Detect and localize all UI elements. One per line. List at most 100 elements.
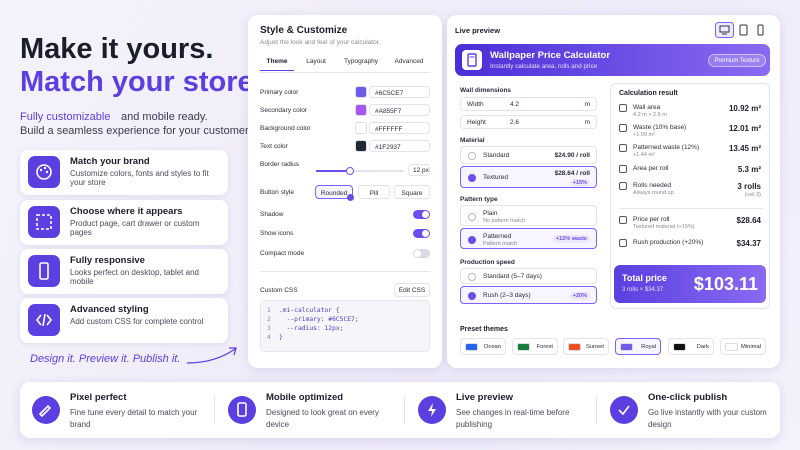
feature-icon [28,156,60,188]
color-field[interactable]: #1F2937 [369,140,430,152]
toggle[interactable] [413,249,430,258]
divider [404,396,405,424]
slider-fill [316,170,350,172]
result-sublabel: Textured material (+15%) [633,224,695,230]
preset-theme[interactable]: Ocean [460,338,506,355]
option-label: Plain [483,210,498,217]
row-icon [619,144,627,152]
css-label: Custom CSS [260,287,298,294]
dimension-field[interactable]: Width 4.2 m [460,97,597,111]
color-label: Secondary color [260,107,307,114]
preset-theme[interactable]: Forest [512,338,558,355]
field-label: Height [467,119,486,126]
benefit-title: One-click publish [648,392,728,403]
slider-knob[interactable] [346,167,354,175]
result-value: 13.45 m² [728,144,761,153]
option[interactable]: Rush (2–3 days) +20% [460,286,597,304]
result-title: Calculation result [619,90,678,97]
row-icon [619,216,627,224]
button-style-option[interactable]: Pill [358,185,390,199]
color-field[interactable]: #A855F7 [369,104,430,116]
benefit-text: Designed to look great on every device [266,408,379,429]
color-swatch[interactable] [355,86,367,98]
preset-theme[interactable]: Dark [668,338,714,355]
preset-swatch [465,343,478,351]
presets-label: Preset themes [460,326,508,333]
color-field[interactable]: #FFFFFF [369,122,430,134]
calculator-header: Wallpaper Price Calculator Instantly cal… [455,44,770,76]
code-box: 1 .mi-calculator {2 --primary: #6C5CE7; 3 … [260,300,430,352]
result-value: 12.01 m² [728,124,761,133]
option[interactable]: Plain No pattern match [460,205,597,226]
icon [35,313,53,327]
button-style-option[interactable]: Square [394,185,430,199]
tab[interactable]: Advanced [394,58,424,65]
preset-name: Royal [641,344,656,350]
result-value: $28.64 [736,216,761,225]
color-field[interactable]: #6C5CE7 [369,86,430,98]
option[interactable]: Standard (5–7 days) [460,268,597,284]
preset-swatch [673,343,686,351]
device-switcher[interactable] [715,22,771,38]
tab[interactable]: Typography [344,58,378,65]
tab[interactable]: Theme [260,58,294,72]
result-sublabel: +1.09 m² [633,132,655,138]
option-sublabel: Pattern match [483,241,518,247]
preset-theme[interactable]: Royal [615,338,661,355]
color-swatch[interactable] [355,122,367,134]
dimension-field[interactable]: Height 2.6 m [460,115,597,129]
feature-text: Add custom CSS for complete control [70,317,204,326]
code-line: --radius: 12px; [279,325,344,332]
line-number: 1 [267,307,271,314]
hero-subtitle: and mobile ready. [121,111,208,123]
preset-theme[interactable]: Minimal [720,338,766,355]
section-label: Material [460,137,485,144]
button-style-option[interactable]: Rounded [315,185,353,199]
option[interactable]: Standard $24.90 / roll [460,146,597,164]
result-value: 3 rolls [737,182,761,191]
panel-subtitle: Adjust the look and feel of your calcula… [260,39,381,46]
feature-title: Match your brand [70,156,150,167]
calculator-icon [462,50,482,70]
benefit-text: Go live instantly with your custom desig… [648,408,767,429]
line-number: 2 [267,316,271,323]
color-swatch[interactable] [355,140,367,152]
preset-swatch [620,343,633,351]
toggle-label: Show icons [260,230,294,237]
result-label: Rush production (+20%) [633,239,704,246]
result-sublabel: 4.2 m × 2.6 m [633,112,667,118]
total-label: Total price [622,273,667,283]
toggle[interactable] [413,229,430,238]
edit-css-button[interactable]: Edit CSS [394,283,430,297]
feature-text: Customize colors, fonts and styles to fi… [70,169,209,188]
customize-panel: Style & Customize Adjust the look and fe… [248,15,442,368]
color-swatch[interactable] [355,104,367,116]
radius-field[interactable]: 12 px [408,164,430,176]
divider [260,271,430,272]
tab[interactable]: Layout [306,58,326,65]
result-label: Price per roll [633,216,670,223]
option-label: Standard (5–7 days) [483,273,542,280]
result-label: Patterned waste (12%) [633,144,700,151]
feature-text: Product page, cart drawer or custom page… [70,219,200,238]
preset-swatch [517,343,530,351]
result-value: 10.92 m² [728,104,761,113]
option[interactable]: Textured $28.64 / roll +15% [460,166,597,188]
benefit-title: Live preview [456,392,514,403]
preset-theme[interactable]: Sunset [563,338,609,355]
divider [214,396,215,424]
toggle[interactable] [413,210,430,219]
feature-card: Fully responsive Looks perfect on desktop… [20,249,228,294]
result-note: (ceil 3) [744,192,761,198]
feature-card: Advanced styling Add custom CSS for compl… [20,298,228,343]
option[interactable]: Patterned Pattern match +12% waste [460,228,597,249]
radio [468,174,476,182]
hero-highlight: Fully customizable [20,111,111,123]
option-badge: +15% [569,179,590,188]
icon [428,403,436,417]
option-label: Textured [483,174,508,181]
icon [39,262,49,280]
option-label: Patterned [483,233,512,240]
hero-title: Make it yours. [20,33,214,65]
